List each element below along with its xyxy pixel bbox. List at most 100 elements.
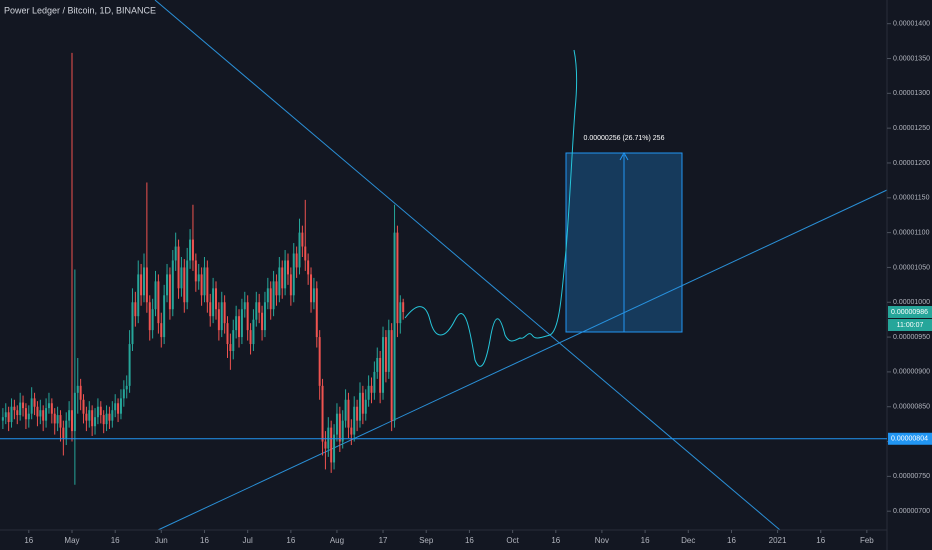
candle-body: [307, 260, 310, 275]
candle-body: [356, 406, 359, 421]
candle-body: [148, 302, 151, 331]
x-tick-label: Oct: [506, 536, 519, 545]
candle-body: [232, 330, 235, 352]
candle-body: [226, 323, 229, 345]
x-tick-label: 16: [111, 536, 120, 545]
candle-body: [13, 406, 16, 411]
candle-body: [333, 434, 336, 463]
candle-body: [255, 302, 258, 320]
x-tick-label: 16: [286, 536, 295, 545]
candle-body: [1, 417, 4, 421]
candle-body: [292, 253, 295, 296]
candle-body: [235, 316, 238, 331]
x-tick-label: Aug: [330, 536, 344, 545]
candle-body: [286, 260, 289, 275]
candle-body: [177, 246, 180, 289]
candle-body: [122, 389, 125, 399]
candle-body: [379, 357, 382, 393]
x-tick-label: 16: [551, 536, 560, 545]
candle-body: [47, 403, 50, 409]
candle-body: [160, 323, 163, 338]
candle-body: [387, 330, 390, 372]
candle-body: [358, 392, 361, 421]
candle-body: [295, 253, 298, 268]
candle-body: [174, 246, 177, 261]
y-tick-label: 0.00001100: [893, 229, 930, 236]
candle-body: [266, 288, 269, 303]
candle-body: [393, 232, 396, 421]
candle-body: [275, 281, 278, 296]
candle-body: [399, 302, 402, 324]
candle-body: [53, 413, 56, 424]
candle-body: [338, 413, 341, 442]
candle-body: [341, 420, 344, 442]
candle-body: [76, 385, 79, 393]
candle-body: [7, 412, 10, 423]
candle-body: [42, 410, 45, 421]
candle-body: [269, 288, 272, 310]
candle-body: [206, 267, 209, 303]
candle-body: [16, 410, 19, 416]
candle-body: [39, 410, 42, 417]
candle-body: [312, 288, 315, 303]
candle-body: [96, 406, 99, 418]
x-tick-label: 16: [24, 536, 33, 545]
position-label: 0.00000256 (26.71%) 256: [584, 135, 665, 142]
candle-body: [168, 274, 171, 310]
candle-body: [382, 337, 385, 393]
candle-body: [272, 281, 275, 310]
trendline: [154, 0, 781, 531]
candle-body: [94, 417, 97, 427]
candle-body: [128, 344, 131, 386]
y-tick-label: 0.00001000: [893, 299, 930, 306]
x-tick-label: Jul: [243, 536, 253, 545]
candle-body: [186, 260, 189, 303]
candle-body: [125, 385, 128, 390]
y-tick-label: 0.00001250: [893, 125, 930, 132]
candle-body: [111, 410, 114, 421]
candle-body: [315, 288, 318, 338]
y-tick-label: 0.00001350: [893, 55, 930, 62]
candle-body: [151, 309, 154, 331]
price-label: 0.00000804: [891, 436, 928, 443]
x-tick-label: 16: [465, 536, 474, 545]
candle-body: [384, 337, 387, 372]
y-tick-label: 0.00000700: [893, 508, 930, 515]
candle-body: [212, 288, 215, 317]
candle-body: [99, 406, 102, 416]
candle-body: [157, 281, 160, 324]
arrow-head: [619, 151, 629, 161]
x-tick-label: 16: [641, 536, 650, 545]
y-tick-label: 0.00001400: [893, 21, 930, 28]
x-tick-label: 2021: [769, 536, 787, 545]
candle-body: [330, 427, 333, 463]
candle-body: [281, 267, 284, 289]
candle-body: [324, 441, 327, 449]
candle-body: [370, 385, 373, 393]
candle-body: [278, 267, 281, 296]
candle-body: [191, 239, 194, 261]
candle-body: [79, 385, 82, 400]
candle-body: [142, 267, 145, 296]
candle-body: [223, 302, 226, 324]
candle-body: [183, 267, 186, 303]
candle-body: [180, 267, 183, 289]
x-tick-label: Nov: [595, 536, 609, 545]
x-tick-label: Feb: [860, 536, 874, 545]
candle-body: [88, 410, 91, 421]
candle-body: [350, 427, 353, 435]
candle-body: [258, 302, 261, 313]
candle-body: [27, 413, 30, 420]
candle-body: [145, 267, 148, 303]
candle-body: [171, 260, 174, 310]
countdown: 11:00:07: [897, 322, 924, 329]
candle-body: [85, 413, 88, 421]
candle-body: [140, 274, 143, 296]
candle-body: [68, 410, 71, 421]
x-tick-label: Dec: [681, 536, 695, 545]
candle-body: [263, 302, 266, 331]
candle-body: [33, 398, 36, 407]
candle-body: [119, 398, 122, 414]
candle-body: [252, 319, 255, 345]
